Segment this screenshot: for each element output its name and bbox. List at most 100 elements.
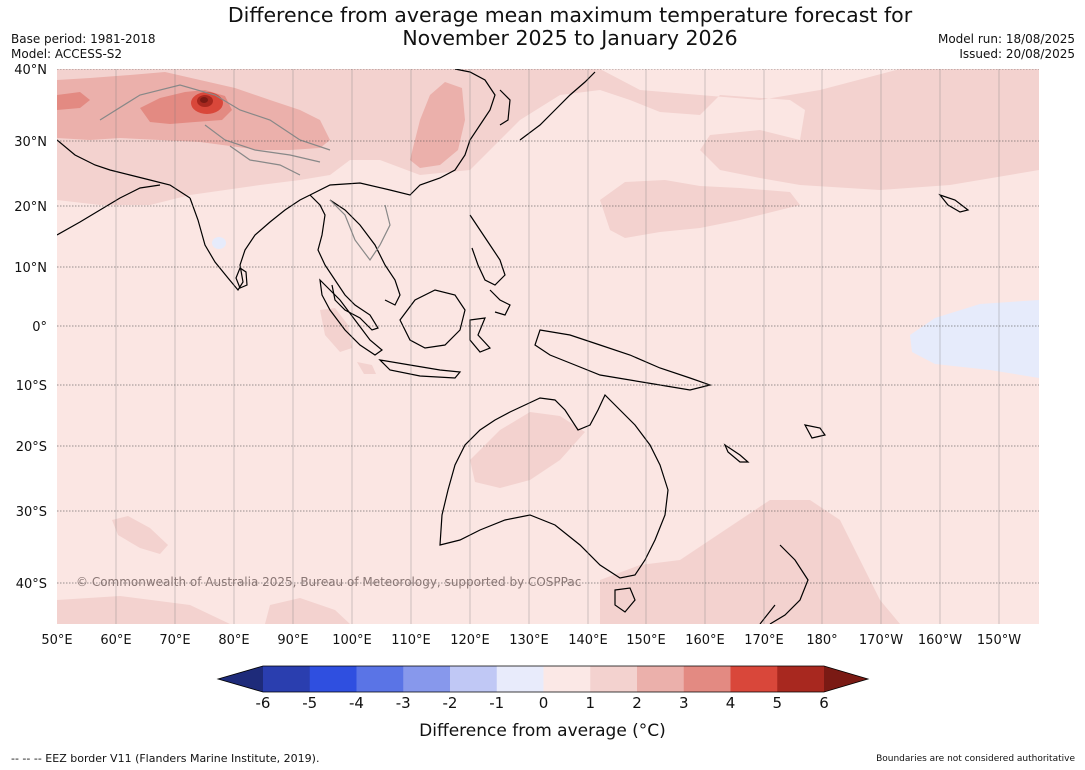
coast-se-asia — [309, 194, 401, 331]
anomaly-band-tasman — [600, 500, 900, 624]
border-asia-north — [99, 84, 331, 176]
colorbar-segment — [309, 666, 357, 692]
coast-borneo — [399, 289, 466, 349]
anomaly-band-nw-australia — [470, 412, 585, 488]
gridlines — [115, 69, 1000, 624]
colorbar-tick-label: -2 — [442, 694, 458, 712]
colorbar-tick-label: 3 — [678, 694, 689, 712]
colorbar-segment — [403, 666, 451, 692]
coast-india — [189, 194, 311, 292]
border-tibet — [204, 124, 321, 163]
lat-label: 10°N — [14, 261, 47, 276]
lat-label: 20°N — [14, 200, 47, 215]
lon-labels: 50°E 60°E 70°E 80°E 90°E 100°E 110°E 120… — [41, 633, 1021, 648]
title-line-2: November 2025 to January 2026 — [402, 26, 738, 50]
colorbar-segment — [356, 666, 404, 692]
coast-philippines — [469, 214, 511, 316]
colorbar-ticks: -6 -5 -4 -3 -2 -1 0 1 2 3 4 5 6 — [0, 694, 1085, 714]
coast-hawaii — [938, 193, 970, 213]
anomaly-band-sumatra-west — [320, 308, 352, 352]
map-title: Difference from average mean maximum tem… — [150, 4, 990, 50]
map-panel: © Commonwealth of Australia 2025, Bureau… — [57, 69, 1039, 624]
colorbar-segment — [730, 666, 778, 692]
coast-fiji — [803, 424, 827, 439]
country-borders — [99, 84, 391, 262]
lat-labels: 40°N 30°N 20°N 10°N 0° 10°S 20°S 30°S 40… — [14, 63, 47, 592]
lon-label: 160°W — [918, 633, 962, 648]
colorbar-segment — [637, 666, 685, 692]
lon-label: 100°E — [332, 633, 372, 648]
lon-label: 80°E — [218, 633, 249, 648]
coast-new-zealand — [759, 544, 809, 624]
lon-label: 160°E — [685, 633, 725, 648]
lon-label: 170°E — [744, 633, 784, 648]
anomaly-band-india-cool — [212, 237, 226, 249]
colorbar-tick-label: -6 — [255, 694, 271, 712]
colorbar-tick-label: 4 — [725, 694, 736, 712]
lon-label: 60°E — [100, 633, 131, 648]
colorbar-tick-label: -4 — [349, 694, 364, 712]
coast-arabia-iran — [57, 139, 191, 236]
colorbar-tick-label: 6 — [819, 694, 829, 712]
lat-label: 10°S — [16, 379, 47, 394]
colorbar-segment — [777, 666, 825, 692]
colorbar-tick-label: -1 — [489, 694, 505, 712]
lat-label: 20°S — [16, 440, 47, 455]
lon-label: 180° — [806, 633, 837, 648]
lon-label: 70°E — [159, 633, 190, 648]
anomaly-band-sw-indian — [112, 516, 168, 554]
colorbar-label: Difference from average (°C) — [419, 721, 666, 741]
coast-australia — [439, 393, 669, 579]
colorbar-tick-label: 5 — [772, 694, 783, 712]
lat-label: 40°N — [14, 63, 47, 78]
colorbar-segment — [450, 666, 498, 692]
meta-left: Base period: 1981-2018 Model: ACCESS-S2 — [11, 32, 156, 62]
base-period-text: Base period: 1981-2018 — [11, 32, 156, 46]
anomaly-band-equatorial-pacific-cool — [910, 300, 1039, 378]
lat-label: 40°S — [16, 577, 47, 592]
colorbar-tick-label: -3 — [395, 694, 411, 712]
colorbar — [216, 665, 870, 693]
lon-label: 170°W — [859, 633, 903, 648]
coast-java — [378, 359, 462, 379]
lon-label: 150°W — [977, 633, 1021, 648]
model-run-text: Model run: 18/08/2025 — [937, 32, 1075, 46]
colorbar-segment — [683, 666, 731, 692]
lon-label: 130°E — [509, 633, 549, 648]
coast-new-caledonia — [723, 443, 750, 463]
colorbar-tick-label: 2 — [632, 694, 642, 712]
border-indochina — [329, 199, 391, 262]
colorbar-segment — [590, 666, 638, 692]
anomaly-band-subtropical-pacific — [600, 180, 800, 238]
issued-text: Issued: 20/08/2025 — [959, 47, 1075, 61]
colorbar-tick-label: -5 — [302, 694, 318, 712]
lon-label: 110°E — [391, 633, 431, 648]
lon-label: 90°E — [277, 633, 308, 648]
lat-label: 30°S — [16, 505, 47, 520]
model-text: Model: ACCESS-S2 — [11, 47, 123, 61]
anomaly-band-pakistan — [57, 92, 90, 110]
anomaly-band-east-china — [410, 82, 465, 168]
lat-label: 30°N — [14, 135, 47, 150]
coast-new-guinea — [534, 329, 713, 391]
colorbar-extend-low — [218, 666, 263, 692]
anomaly-band-southern-indian-2 — [265, 598, 350, 624]
lon-label: 50°E — [41, 633, 72, 648]
coast-korea-japan — [499, 71, 596, 141]
colorbar-segment — [543, 666, 591, 692]
lon-label: 150°E — [626, 633, 666, 648]
copyright-text: © Commonwealth of Australia 2025, Bureau… — [76, 575, 581, 589]
coast-sumatra — [319, 278, 383, 356]
eez-border-legend: -- -- -- EEZ border V11 (Flanders Marine… — [11, 752, 320, 765]
colorbar-extend-high — [824, 666, 868, 692]
anomaly-hotspot-core — [200, 97, 208, 103]
lon-label: 120°E — [450, 633, 490, 648]
meta-right: Model run: 18/08/2025 Issued: 20/08/2025 — [938, 32, 1075, 62]
title-line-1: Difference from average mean maximum tem… — [227, 3, 913, 27]
anomaly-band-bay-small — [357, 362, 376, 374]
coast-china — [309, 69, 496, 196]
coast-sri-lanka — [235, 267, 248, 289]
boundaries-disclaimer: Boundaries are not considered authoritat… — [876, 754, 1075, 764]
colorbar-outline — [216, 665, 870, 693]
